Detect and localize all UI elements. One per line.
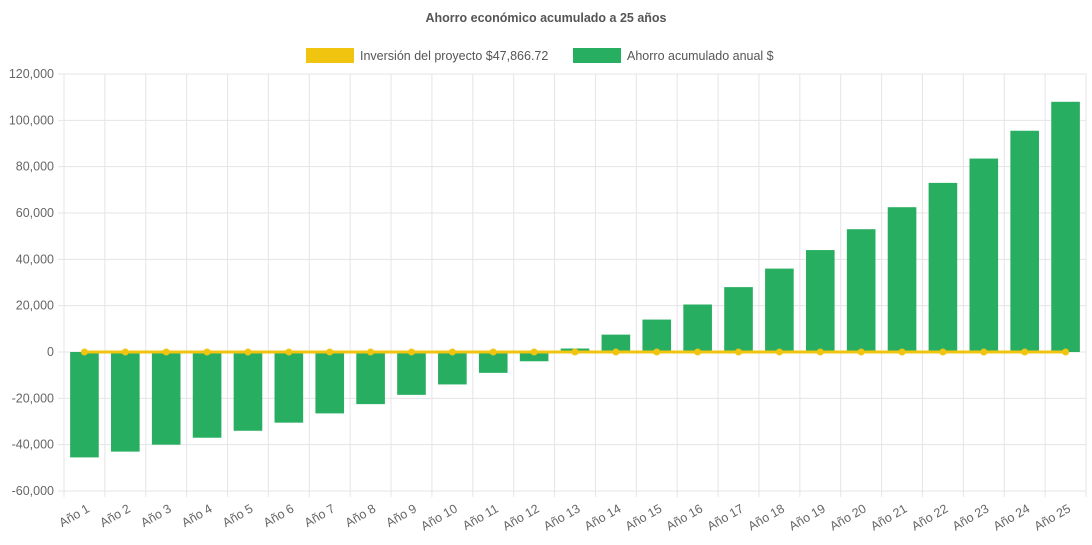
x-tick-label: Año 9 xyxy=(384,501,419,529)
investment-point-16[interactable] xyxy=(694,348,702,356)
bar-12[interactable] xyxy=(519,352,549,362)
investment-point-14[interactable] xyxy=(612,348,620,356)
investment-line xyxy=(80,348,1070,356)
y-tick-label: 100,000 xyxy=(9,113,54,127)
x-tick-label: Año 5 xyxy=(220,501,255,529)
x-tick-label: Año 25 xyxy=(1032,501,1073,533)
bar-3[interactable] xyxy=(151,352,181,445)
legend-label-investment: Inversión del proyecto $47,866.72 xyxy=(360,49,548,63)
y-tick-label: 60,000 xyxy=(16,206,54,220)
investment-point-5[interactable] xyxy=(244,348,252,356)
investment-point-6[interactable] xyxy=(285,348,293,356)
x-tick-label: Año 15 xyxy=(623,501,664,533)
legend-swatch-investment xyxy=(306,48,354,63)
investment-point-22[interactable] xyxy=(939,348,947,356)
bar-22[interactable] xyxy=(928,182,958,352)
investment-point-10[interactable] xyxy=(448,348,456,356)
investment-point-13[interactable] xyxy=(571,348,579,356)
investment-point-24[interactable] xyxy=(1021,348,1029,356)
investment-point-20[interactable] xyxy=(857,348,865,356)
bar-8[interactable] xyxy=(356,352,385,405)
y-tick-label: 20,000 xyxy=(16,299,54,313)
y-tick-label: -20,000 xyxy=(12,391,54,405)
bar-24[interactable] xyxy=(1010,130,1039,352)
investment-point-18[interactable] xyxy=(775,348,783,356)
bar-2[interactable] xyxy=(111,352,140,452)
bar-16[interactable] xyxy=(683,304,712,352)
y-axis: 120,000 100,000 80,000 60,000 40,000 20,000 0 -… xyxy=(9,67,54,498)
investment-point-2[interactable] xyxy=(121,348,129,356)
investment-point-11[interactable] xyxy=(489,348,497,356)
x-tick-label: Año 21 xyxy=(868,501,909,533)
x-tick-label: Año 2 xyxy=(98,501,133,529)
x-tick-label: Año 4 xyxy=(179,501,214,529)
x-tick-label: Año 10 xyxy=(419,501,460,533)
bar-17[interactable] xyxy=(724,287,753,352)
investment-point-8[interactable] xyxy=(367,348,375,356)
y-tick-label: 0 xyxy=(47,345,54,359)
x-tick-label: Año 13 xyxy=(541,501,582,533)
investment-point-19[interactable] xyxy=(816,348,824,356)
x-tick-label: Año 24 xyxy=(991,501,1032,533)
y-tick-label: 40,000 xyxy=(16,252,54,266)
legend: Inversión del proyecto $47,866.72 Ahorro… xyxy=(306,48,774,63)
bar-18[interactable] xyxy=(765,268,794,352)
y-tick-label: 80,000 xyxy=(16,160,54,174)
x-tick-label: Año 19 xyxy=(786,501,827,533)
x-tick-label: Año 12 xyxy=(500,501,541,533)
chart-title: Ahorro económico acumulado a 25 años xyxy=(425,11,666,25)
bar-23[interactable] xyxy=(969,158,999,352)
bar-25[interactable] xyxy=(1051,101,1080,352)
grid xyxy=(58,73,1087,497)
x-tick-label: Año 23 xyxy=(950,501,991,533)
investment-point-17[interactable] xyxy=(735,348,743,356)
bar-6[interactable] xyxy=(274,352,304,423)
x-tick-label: Año 11 xyxy=(460,501,501,532)
bar-14[interactable] xyxy=(601,334,631,352)
bars xyxy=(70,101,1080,458)
investment-point-4[interactable] xyxy=(203,348,211,356)
x-tick-label: Año 14 xyxy=(582,501,623,533)
bar-5[interactable] xyxy=(233,352,263,431)
investment-point-21[interactable] xyxy=(898,348,906,356)
investment-point-15[interactable] xyxy=(653,348,661,356)
x-tick-label: Año 16 xyxy=(664,501,705,533)
bar-21[interactable] xyxy=(887,207,917,352)
x-tick-label: Año 1 xyxy=(57,501,92,529)
legend-item-investment[interactable]: Inversión del proyecto $47,866.72 xyxy=(306,48,548,63)
bar-19[interactable] xyxy=(805,250,835,352)
bar-4[interactable] xyxy=(192,352,222,438)
legend-label-savings: Ahorro acumulado anual $ xyxy=(627,49,774,63)
investment-point-7[interactable] xyxy=(326,348,334,356)
investment-point-23[interactable] xyxy=(980,348,988,356)
investment-point-25[interactable] xyxy=(1062,348,1070,356)
bar-7[interactable] xyxy=(315,352,345,414)
x-tick-label: Año 8 xyxy=(343,501,378,529)
bar-15[interactable] xyxy=(642,319,672,352)
investment-point-3[interactable] xyxy=(162,348,170,356)
bar-11[interactable] xyxy=(478,352,508,373)
x-tick-label: Año 7 xyxy=(302,501,337,529)
investment-point-9[interactable] xyxy=(407,348,415,356)
legend-item-savings[interactable]: Ahorro acumulado anual $ xyxy=(573,48,774,63)
bar-20[interactable] xyxy=(846,229,876,352)
x-tick-label: Año 17 xyxy=(705,501,746,533)
x-tick-label: Año 20 xyxy=(827,501,868,533)
y-tick-label: 120,000 xyxy=(9,67,54,81)
bar-9[interactable] xyxy=(397,352,426,395)
investment-point-1[interactable] xyxy=(80,348,88,356)
x-axis: Año 1 Año 2 Año 3 Año 4 Año 5 Año 6 Año 7 Año 8… xyxy=(57,501,1073,533)
x-tick-label: Año 6 xyxy=(261,501,296,529)
x-tick-label: Año 18 xyxy=(746,501,787,533)
y-tick-label: -40,000 xyxy=(12,438,54,452)
x-tick-label: Año 22 xyxy=(909,501,950,533)
legend-swatch-savings xyxy=(573,48,621,63)
bar-10[interactable] xyxy=(438,352,467,385)
x-tick-label: Año 3 xyxy=(138,501,173,529)
y-tick-label: -60,000 xyxy=(12,484,54,498)
bar-1[interactable] xyxy=(70,352,99,458)
investment-point-12[interactable] xyxy=(530,348,538,356)
